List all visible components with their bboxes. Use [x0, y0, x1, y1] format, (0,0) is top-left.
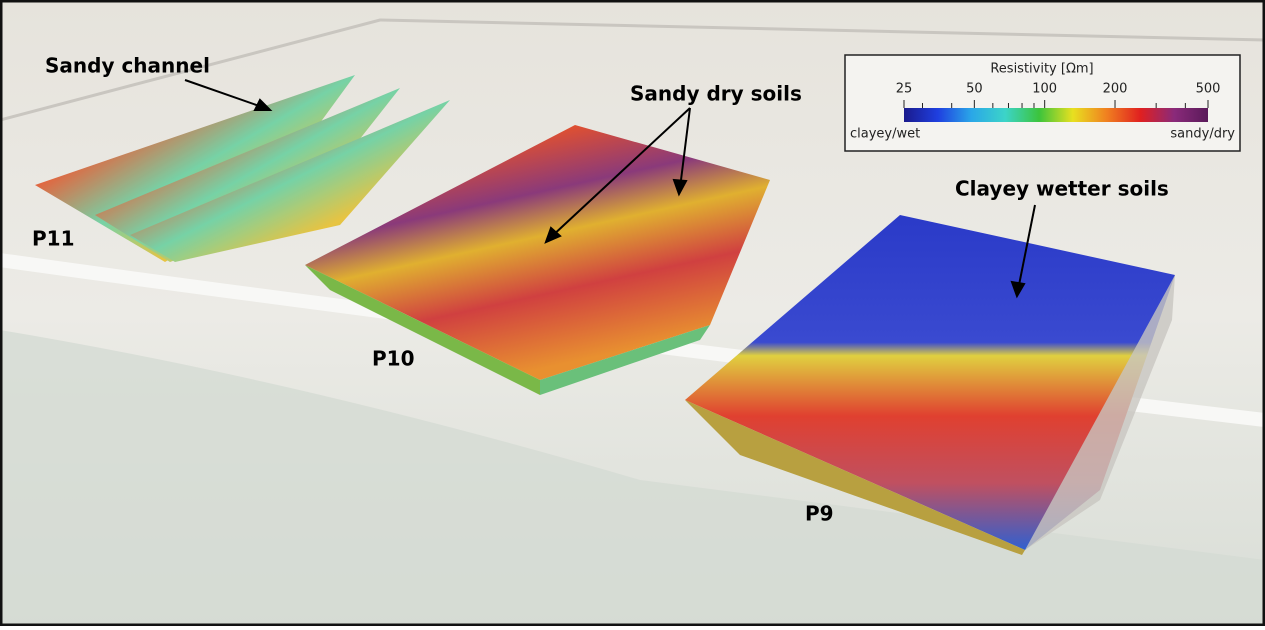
profile-p11	[35, 75, 450, 262]
profile-label: P9	[805, 502, 834, 526]
colorbar-high-label: sandy/dry	[1170, 127, 1235, 142]
colorbar-tick-label: 50	[966, 82, 983, 97]
ridge	[0, 18, 1265, 122]
block-p10	[305, 125, 770, 395]
colorbar-tick-label: 500	[1196, 82, 1221, 97]
colorbar-title: Resistivity [Ωm]	[990, 62, 1093, 77]
colorbar-tick-label: 100	[1032, 82, 1057, 97]
annotation: Clayey wetter soils	[955, 177, 1169, 201]
colorbar: Resistivity [Ωm] clayey/wet sandy/dry 25…	[844, 54, 1241, 152]
annotation: Sandy dry soils	[630, 82, 802, 106]
colorbar-low-label: clayey/wet	[850, 127, 920, 142]
colorbar-tick-label: 25	[896, 82, 913, 97]
annotation: Sandy channel	[45, 54, 210, 78]
arrows	[184, 79, 1036, 299]
profile-label: P11	[32, 227, 75, 251]
colorbar-gradient	[904, 108, 1208, 122]
profile-label: P10	[372, 347, 415, 371]
terrain-slope	[0, 330, 1265, 626]
colorbar-tick-label: 200	[1103, 82, 1128, 97]
block-p9	[685, 215, 1175, 555]
